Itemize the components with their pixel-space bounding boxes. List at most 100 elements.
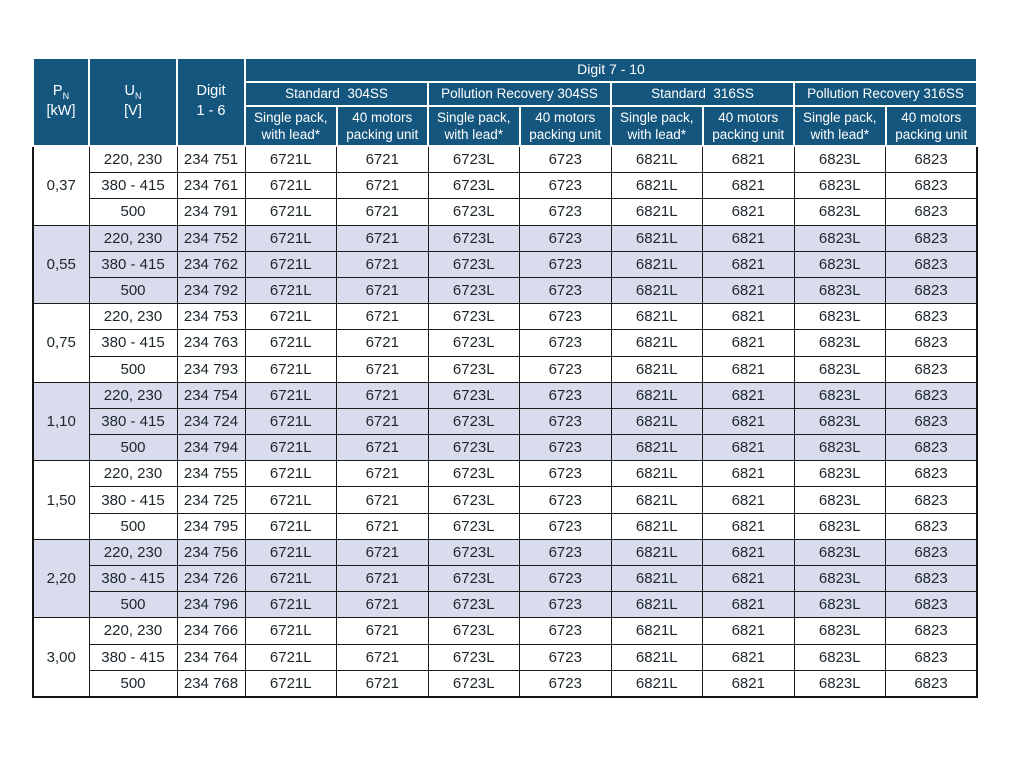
digit-7-10-code-cell: 6723 bbox=[519, 145, 612, 174]
un-cell: 500 bbox=[88, 512, 178, 540]
digit-7-10-code-cell: 6723L bbox=[427, 538, 520, 567]
table-row: 500 234 791 6721L 6721 6723L 6723 6821L 6821 682… bbox=[33, 198, 978, 226]
table-row: 380 - 415 234 725 6721L 6721 6723L 6723 6821L 6… bbox=[33, 486, 978, 514]
un-cell: 220, 230 bbox=[88, 145, 178, 174]
header-packing-unit: 40 motors packing unit bbox=[335, 105, 429, 147]
table-row: 500 234 794 6721L 6721 6723L 6723 6821L 6821 682… bbox=[33, 434, 978, 462]
digit-7-10-code-cell: 6823L bbox=[793, 224, 886, 252]
header-digit-1-6: Digit 1 - 6 bbox=[176, 57, 246, 147]
digit-7-10-code-cell: 6723L bbox=[427, 460, 520, 488]
digit-7-10-code-cell: 6721L bbox=[244, 434, 337, 462]
digit-7-10-code-cell: 6721 bbox=[336, 617, 429, 645]
digit-7-10-code-cell: 6723L bbox=[427, 172, 520, 200]
pn-cell: 2,20 bbox=[32, 538, 90, 619]
digit-7-10-code-cell: 6821 bbox=[702, 460, 795, 488]
table-row: 500 234 793 6721L 6721 6723L 6723 6821L 6821 682… bbox=[33, 355, 978, 383]
digit-7-10-code-cell: 6723 bbox=[519, 276, 612, 305]
digit-7-10-code-cell: 6823 bbox=[885, 303, 978, 331]
table-row: 380 - 415 234 724 6721L 6721 6723L 6723 6821L 6… bbox=[33, 407, 978, 436]
digit-7-10-code-cell: 6823L bbox=[793, 669, 886, 698]
digit-7-10-code-cell: 6721L bbox=[244, 381, 337, 409]
header-row-digit-span: PN [kW] UN [V] Digit 1 - 6 Digit 7 - 10 bbox=[32, 57, 978, 147]
table-row: 380 - 415 234 764 6721L 6721 6723L 6723 6821L 6… bbox=[33, 643, 978, 671]
digit-1-6-cell: 234 751 bbox=[176, 145, 246, 174]
un-symbol: UN bbox=[124, 83, 142, 102]
un-cell: 380 - 415 bbox=[88, 564, 178, 593]
digit-7-10-code-cell: 6821L bbox=[610, 538, 703, 567]
pn-cell: 1,50 bbox=[32, 460, 90, 540]
digit-7-10-code-cell: 6823L bbox=[793, 407, 886, 436]
header-single-pack: Single pack, with lead* bbox=[244, 105, 338, 147]
digit-7-10-code-cell: 6721 bbox=[336, 303, 429, 331]
digit-7-10-code-cell: 6823L bbox=[793, 512, 886, 540]
digit-7-10-code-cell: 6823L bbox=[793, 617, 886, 645]
digit-7-10-code-cell: 6721 bbox=[336, 669, 429, 698]
digit-7-10-code-cell: 6823L bbox=[793, 355, 886, 383]
digit-7-10-code-cell: 6721L bbox=[244, 460, 337, 488]
digit-7-10-code-cell: 6823L bbox=[793, 486, 886, 514]
digit-7-10-code-cell: 6723L bbox=[427, 564, 520, 593]
digit-7-10-code-cell: 6721L bbox=[244, 145, 337, 174]
digit-7-10-code-cell: 6823 bbox=[885, 198, 978, 226]
digit-7-10-code-cell: 6723 bbox=[519, 617, 612, 645]
digit-7-10-code-cell: 6821L bbox=[610, 303, 703, 331]
header-digit-7-10: Digit 7 - 10 bbox=[244, 57, 978, 83]
digit-7-10-code-cell: 6723 bbox=[519, 434, 612, 462]
digit-7-10-code-cell: 6823 bbox=[885, 591, 978, 619]
digit-1-6-cell: 234 761 bbox=[176, 172, 246, 200]
digit-7-10-code-cell: 6723 bbox=[519, 643, 612, 671]
digit-7-10-code-cell: 6723L bbox=[427, 512, 520, 540]
un-cell: 220, 230 bbox=[88, 303, 178, 331]
digit-7-10-code-cell: 6823 bbox=[885, 381, 978, 409]
digit-7-10-code-cell: 6823L bbox=[793, 381, 886, 409]
un-cell: 220, 230 bbox=[88, 224, 178, 252]
digit-7-10-code-cell: 6823L bbox=[793, 250, 886, 278]
digit-7-10-code-cell: 6723L bbox=[427, 198, 520, 226]
digit-7-10-code-cell: 6821 bbox=[702, 538, 795, 567]
table-header: PN [kW] UN [V] Digit 1 - 6 Digit 7 - 10 … bbox=[32, 57, 978, 147]
un-cell: 220, 230 bbox=[88, 538, 178, 567]
digit-7-10-code-cell: 6721 bbox=[336, 434, 429, 462]
digit-7-10-code-cell: 6721L bbox=[244, 591, 337, 619]
digit-7-10-code-cell: 6723 bbox=[519, 564, 612, 593]
digit-7-10-code-cell: 6823 bbox=[885, 512, 978, 540]
digit-7-10-code-cell: 6721 bbox=[336, 355, 429, 383]
digit-1-6-cell: 234 763 bbox=[176, 329, 246, 357]
digit-7-10-code-cell: 6723 bbox=[519, 172, 612, 200]
digit-7-10-code-cell: 6721 bbox=[336, 224, 429, 252]
digit-7-10-code-cell: 6821 bbox=[702, 276, 795, 305]
table-row: 380 - 415 234 763 6721L 6721 6723L 6723 6821L 6… bbox=[33, 329, 978, 357]
digit-7-10-code-cell: 6821 bbox=[702, 250, 795, 278]
digit-7-10-code-cell: 6821L bbox=[610, 617, 703, 645]
pn-cell: 0,75 bbox=[32, 303, 90, 383]
digit-7-10-code-cell: 6821L bbox=[610, 224, 703, 252]
digit-7-10-code-cell: 6723 bbox=[519, 407, 612, 436]
digit-1-6-cell: 234 762 bbox=[176, 250, 246, 278]
digit-7-10-code-cell: 6823 bbox=[885, 669, 978, 698]
digit-7-10-code-cell: 6723L bbox=[427, 224, 520, 252]
digit-7-10-code-cell: 6823L bbox=[793, 303, 886, 331]
digit-7-10-code-cell: 6821L bbox=[610, 643, 703, 671]
digit-7-10-code-cell: 6723 bbox=[519, 512, 612, 540]
digit-7-10-code-cell: 6721 bbox=[336, 486, 429, 514]
header-standard-304ss: Standard 304SS bbox=[244, 81, 429, 107]
digit-7-10-code-cell: 6723L bbox=[427, 381, 520, 409]
digit-7-10-code-cell: 6823L bbox=[793, 329, 886, 357]
un-cell: 380 - 415 bbox=[88, 643, 178, 671]
digit-7-10-code-cell: 6823L bbox=[793, 538, 886, 567]
digit-1-6-cell: 234 792 bbox=[176, 276, 246, 305]
digit-7-10-code-cell: 6723 bbox=[519, 224, 612, 252]
digit-7-10-code-cell: 6821 bbox=[702, 643, 795, 671]
header-packing-unit: 40 motors packing unit bbox=[884, 105, 978, 147]
digit-7-10-code-cell: 6823 bbox=[885, 329, 978, 357]
digit-1-6-cell: 234 795 bbox=[176, 512, 246, 540]
un-cell: 500 bbox=[88, 434, 178, 462]
digit-7-10-code-cell: 6821 bbox=[702, 591, 795, 619]
digit-7-10-code-cell: 6821L bbox=[610, 172, 703, 200]
digit-7-10-code-cell: 6723L bbox=[427, 434, 520, 462]
header-un: UN [V] bbox=[88, 57, 178, 147]
un-cell: 220, 230 bbox=[88, 381, 178, 409]
digit-7-10-code-cell: 6823 bbox=[885, 486, 978, 514]
digit-7-10-code-cell: 6723L bbox=[427, 355, 520, 383]
un-cell: 500 bbox=[88, 198, 178, 226]
